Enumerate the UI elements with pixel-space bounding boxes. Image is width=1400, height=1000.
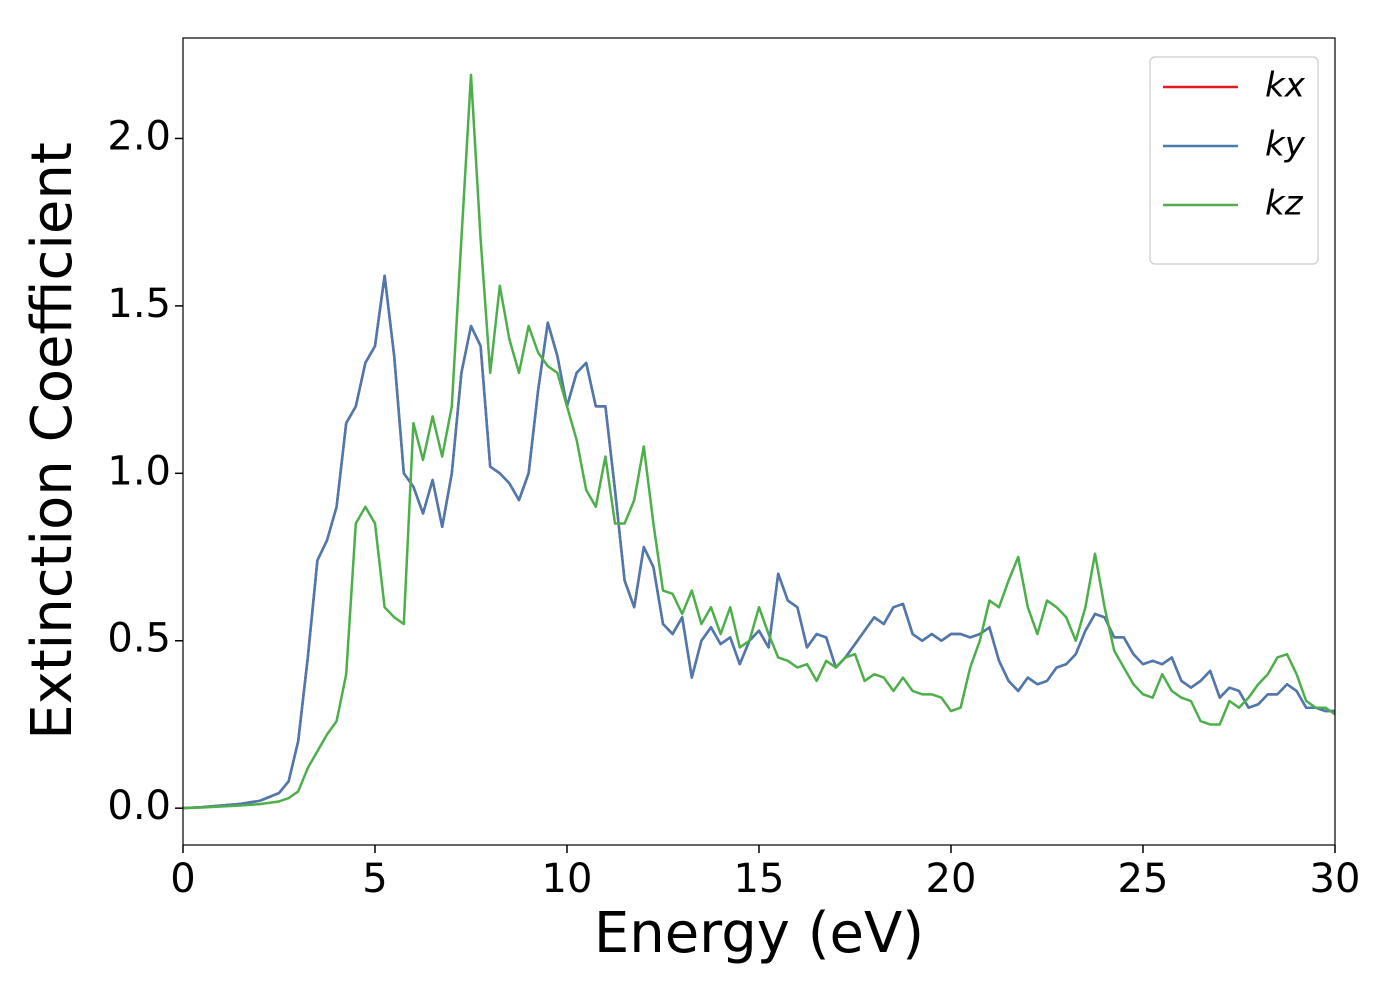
legend-label: kz xyxy=(1265,184,1304,224)
y-tick-label: 1.5 xyxy=(107,281,171,327)
x-tick-label: 15 xyxy=(734,856,785,902)
legend-box xyxy=(1149,56,1319,265)
x-tick-label: 0 xyxy=(170,856,195,902)
legend-label: kx xyxy=(1265,66,1306,106)
x-tick-label: 20 xyxy=(926,856,977,902)
y-tick-label: 2.0 xyxy=(107,113,171,159)
series-line xyxy=(183,73,1335,810)
x-tick-label: 30 xyxy=(1310,856,1361,902)
x-tick-label: 5 xyxy=(362,856,387,902)
legend-label: ky xyxy=(1265,125,1306,165)
y-axis-label: Extinction Coefficient xyxy=(20,142,85,740)
y-tick-label: 0.0 xyxy=(107,783,171,829)
plot-frame xyxy=(182,37,1336,846)
x-tick-label: 25 xyxy=(1118,856,1169,902)
y-tick-label: 0.5 xyxy=(107,616,171,662)
y-tick-label: 1.0 xyxy=(107,448,171,494)
series-line xyxy=(183,274,1335,810)
x-axis-label: Energy (eV) xyxy=(594,901,924,966)
x-tick-label: 10 xyxy=(542,856,593,902)
